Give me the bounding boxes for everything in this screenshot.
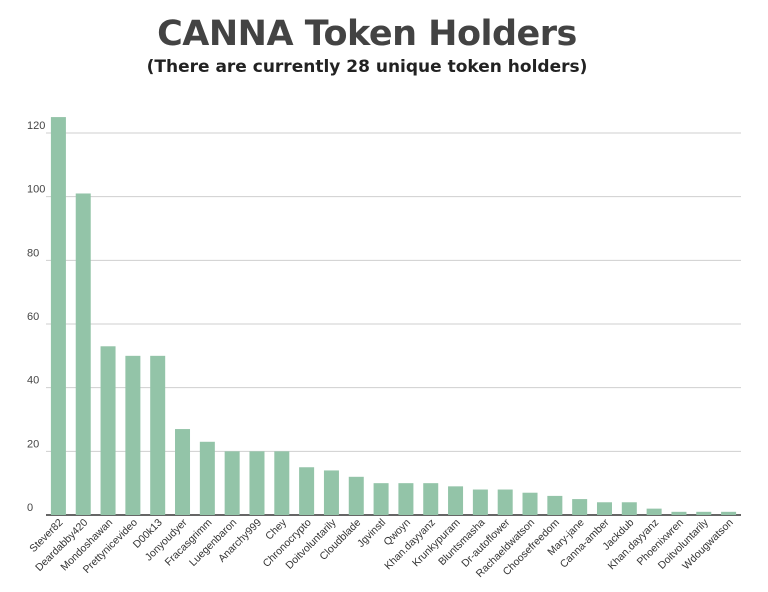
bar [75,193,91,515]
bar [497,489,513,515]
y-tick-label: 80 [27,247,39,259]
y-tick-label: 40 [27,375,39,387]
bar [249,451,265,515]
chart-subtitle: (There are currently 28 unique token hol… [146,57,588,77]
bar [572,499,588,515]
bar [646,508,662,515]
bar [348,476,364,515]
bar [398,483,414,515]
bar [373,483,389,515]
bar [175,429,191,515]
bar [696,511,712,515]
y-tick-label: 0 [27,502,33,514]
bar [125,355,141,515]
bar [621,502,637,515]
bar [100,346,116,515]
bar [274,451,290,515]
bar [522,492,538,515]
y-tick-label: 60 [27,311,39,323]
bar [472,489,488,515]
bar [596,502,612,515]
bar [323,470,339,515]
bar [224,451,240,515]
y-axis-ticks: 0 20 40 60 80 100 120 [27,120,45,514]
bar [721,511,737,515]
x-axis-ticks: Stever82Deardabby420MondoshawanPrettynic… [27,516,735,580]
x-tick-label: Jgvinstl [355,517,388,550]
y-tick-label: 20 [27,438,39,450]
bar [423,483,439,515]
y-tick-label: 100 [27,184,45,196]
bars [50,117,737,515]
bar [50,117,66,515]
bar [547,495,563,515]
bar [299,467,315,515]
chart-title: CANNA Token Holders [157,14,577,54]
bar [671,511,687,515]
bar [448,486,464,515]
bar [199,441,215,515]
y-tick-label: 120 [27,120,45,132]
bar [150,355,166,515]
